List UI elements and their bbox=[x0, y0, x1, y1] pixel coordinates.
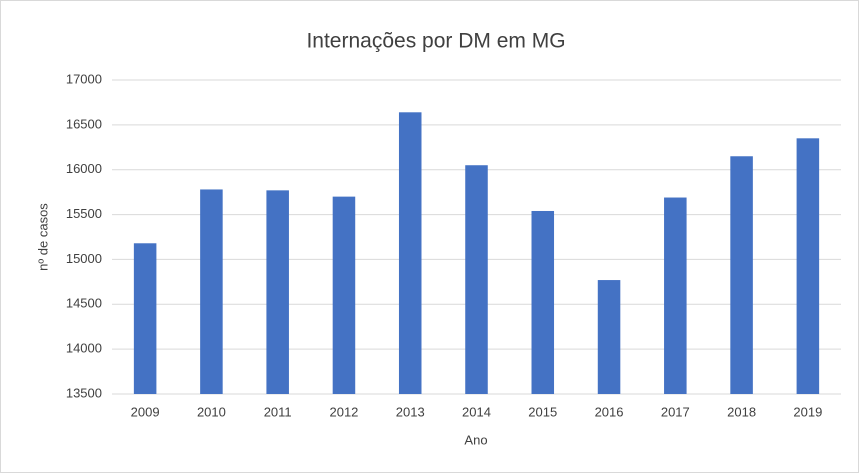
bar bbox=[266, 190, 289, 394]
y-tick-label: 14500 bbox=[66, 296, 102, 311]
x-axis-label: Ano bbox=[464, 432, 487, 447]
y-tick-label: 17000 bbox=[66, 71, 102, 86]
x-tick-label: 2011 bbox=[264, 404, 292, 419]
x-tick-label: 2016 bbox=[595, 404, 624, 419]
bar bbox=[465, 165, 488, 394]
x-tick-label: 2013 bbox=[396, 404, 425, 419]
bar bbox=[332, 196, 356, 394]
x-tick-label: 2010 bbox=[197, 404, 226, 419]
y-tick-label: 14000 bbox=[66, 341, 102, 356]
x-tick-label: 2017 bbox=[661, 404, 690, 419]
bar bbox=[796, 138, 820, 394]
chart-title: Internações por DM em MG bbox=[306, 30, 565, 53]
bar bbox=[730, 156, 753, 394]
x-tick-label: 2012 bbox=[329, 404, 358, 419]
x-tick-label: 2019 bbox=[793, 404, 822, 419]
bar bbox=[664, 197, 687, 394]
bar bbox=[597, 280, 621, 394]
bar bbox=[200, 189, 223, 394]
y-tick-label: 15500 bbox=[66, 206, 102, 221]
x-tick-label: 2014 bbox=[462, 404, 491, 419]
bar bbox=[133, 243, 157, 394]
y-tick-label: 13500 bbox=[66, 385, 102, 400]
x-tick-label: 2015 bbox=[528, 404, 557, 419]
y-tick-label: 15000 bbox=[66, 251, 102, 266]
bar bbox=[398, 112, 422, 394]
y-tick-label: 16500 bbox=[66, 116, 102, 131]
x-tick-label: 2018 bbox=[727, 404, 756, 419]
bar bbox=[531, 210, 555, 394]
y-tick-label: 16000 bbox=[66, 161, 102, 176]
x-tick-label: 2009 bbox=[131, 404, 160, 419]
y-axis-label: nº de casos bbox=[35, 203, 50, 271]
